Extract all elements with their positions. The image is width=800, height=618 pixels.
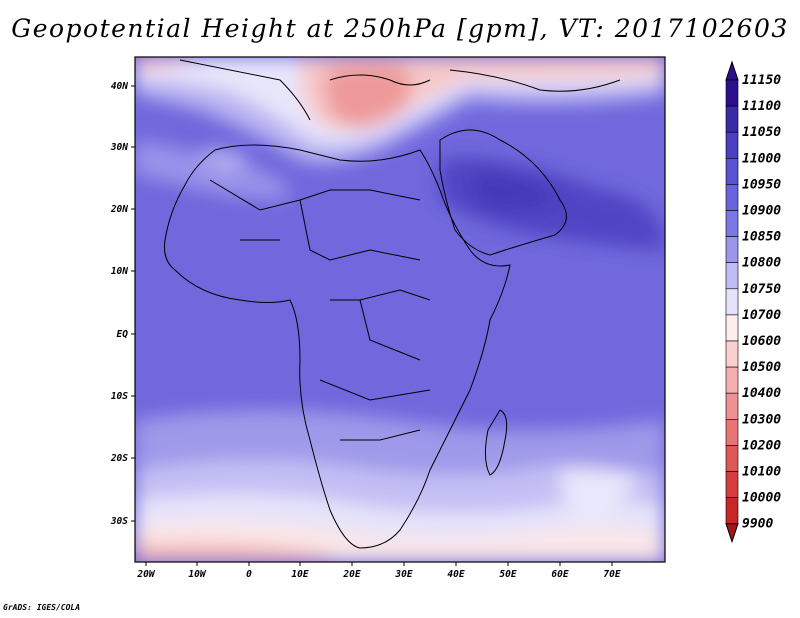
- colorbar-swatch: [725, 288, 739, 316]
- lat-label-20n: 20N: [110, 204, 128, 215]
- footer-credit: GrADS: IGES/COLA: [3, 603, 81, 612]
- colorbar-label: 10900: [742, 204, 781, 219]
- colorbar-swatch: [725, 366, 739, 394]
- lat-label-30n: 30N: [110, 142, 128, 153]
- lon-label-10e: 10E: [291, 569, 308, 580]
- plot-frame: [134, 56, 666, 563]
- colorbar-label: 10950: [742, 177, 781, 192]
- lon-label-60e: 60E: [551, 569, 568, 580]
- colorbar-swatch: [725, 236, 739, 264]
- colorbar-label: 11150: [742, 73, 781, 88]
- colorbar-swatch: [725, 158, 739, 185]
- lat-label-30s: 30S: [110, 516, 128, 527]
- colorbar-swatch: [725, 445, 739, 472]
- colorbar-label: 10500: [742, 360, 781, 375]
- axis-ticks: [131, 85, 613, 566]
- lon-label-20e: 20E: [342, 569, 360, 580]
- colorbar-label: 11050: [742, 125, 781, 140]
- colorbar-top-arrow: [725, 60, 739, 81]
- colorbar-swatch: [725, 105, 739, 133]
- lon-label-70e: 70E: [603, 569, 620, 580]
- colorbar-label: 10800: [742, 256, 781, 271]
- colorbar-swatch: [725, 131, 739, 159]
- lat-label-10n: 10N: [111, 266, 128, 277]
- colorbar-swatch: [725, 418, 739, 446]
- colorbar-label: 11100: [742, 99, 781, 114]
- colorbar-bottom-arrow: [725, 523, 739, 544]
- colorbar-swatch: [725, 184, 739, 211]
- colorbar-label: 11000: [742, 151, 781, 166]
- colorbar-swatch: [725, 79, 739, 107]
- lon-label-50e: 50E: [499, 569, 516, 580]
- coastlines: [164, 59, 621, 549]
- colorbar-swatch: [725, 471, 739, 498]
- colorbar-label: 10850: [742, 230, 781, 245]
- colorbar-label: 10200: [742, 438, 781, 453]
- lon-label-10w: 10W: [188, 569, 206, 580]
- colorbar: 11150 11100 11050 11000 10950 10900 10850 10800…: [725, 60, 781, 544]
- lat-label-eq: EQ: [117, 329, 129, 340]
- colorbar-label: 10400: [742, 386, 781, 401]
- colorbar-swatch: [725, 262, 739, 290]
- height-field: [135, 57, 665, 562]
- lon-label-0: 0: [246, 569, 252, 580]
- colorbar-label: 10700: [742, 308, 781, 323]
- colorbar-swatch: [725, 340, 739, 368]
- lat-label-40n: 40N: [111, 81, 128, 92]
- lon-label-30e: 30E: [394, 569, 412, 580]
- colorbar-swatch: [725, 210, 739, 237]
- colorbar-label: 10600: [742, 334, 781, 349]
- colorbar-label: 10750: [742, 282, 781, 297]
- latitude-axis: 40N 30N 20N 10N EQ 10S 20S 30S: [110, 81, 128, 527]
- longitude-axis: 20W 10W 0 10E 20E 30E 40E 50E 60E 70E: [136, 569, 620, 580]
- colorbar-label: 10300: [742, 412, 781, 427]
- colorbar-swatch: [725, 314, 739, 342]
- colorbar-label: 9900: [742, 517, 773, 532]
- lon-label-20w: 20W: [136, 569, 155, 580]
- lat-label-20s: 20S: [110, 453, 128, 464]
- colorbar-swatch: [725, 497, 739, 525]
- colorbar-label: 10000: [742, 491, 781, 506]
- map-title: Geopotential Height at 250hPa [gpm], VT:…: [11, 14, 789, 43]
- colorbar-label: 10100: [742, 465, 781, 480]
- colorbar-swatch: [725, 392, 739, 420]
- lat-label-10s: 10S: [111, 391, 128, 402]
- lon-label-40e: 40E: [447, 569, 464, 580]
